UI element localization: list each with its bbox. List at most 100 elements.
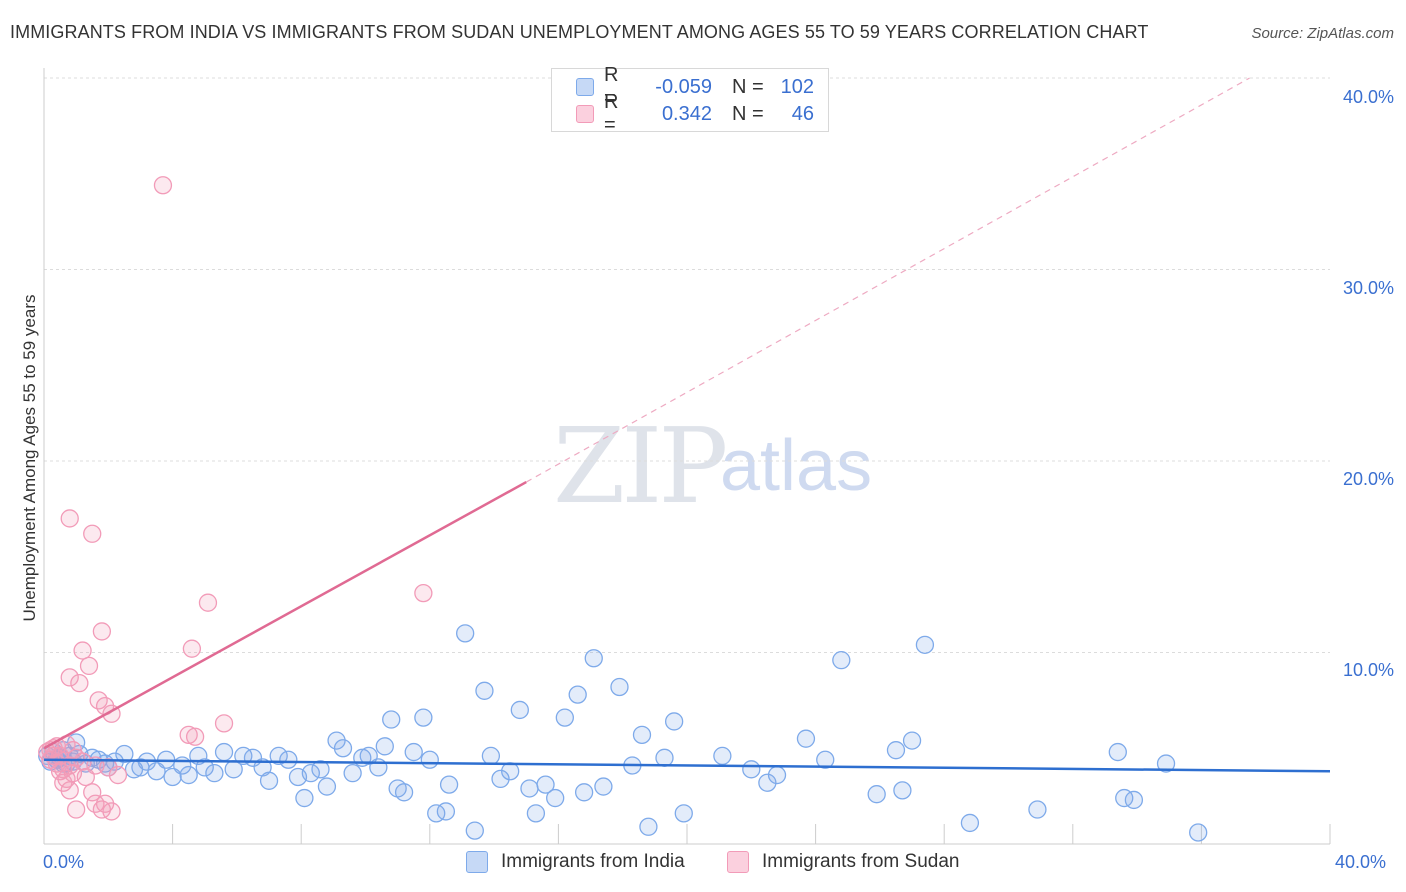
- sudan-point: [73, 641, 92, 660]
- sudan-legend-swatch-icon: [727, 851, 749, 873]
- y-tick-label-40: 40.0%: [1342, 87, 1394, 107]
- n-label: N =: [732, 75, 764, 98]
- india-point: [501, 762, 520, 781]
- india-point: [536, 775, 555, 794]
- sudan-point: [414, 583, 433, 603]
- india-point: [674, 804, 693, 823]
- stats-legend: R = -0.059 N = 102 R = 0.342 N = 46: [551, 64, 829, 136]
- sudan-point: [92, 622, 112, 641]
- india-legend-swatch-icon: [466, 851, 488, 873]
- source-label: Source: ZipAtlas.com: [1251, 25, 1394, 42]
- india-point: [655, 748, 674, 767]
- india-point: [343, 763, 362, 783]
- india-point: [414, 708, 433, 727]
- india-point: [279, 750, 298, 769]
- india-trend-line: [43, 758, 1331, 773]
- sudan-point: [70, 673, 89, 693]
- india-point: [115, 744, 134, 764]
- india-point: [610, 677, 629, 697]
- india-point: [439, 775, 459, 794]
- sudan-point: [60, 668, 79, 687]
- india-point: [465, 821, 484, 840]
- india-point: [382, 710, 401, 729]
- india-point: [520, 779, 539, 798]
- stats-legend-row-sudan: R = 0.342 N = 46: [552, 91, 814, 136]
- india-point: [526, 804, 546, 823]
- india-point: [664, 712, 684, 731]
- india-point: [960, 813, 980, 833]
- sudan-swatch-icon: [576, 105, 594, 123]
- sudan-point: [153, 176, 173, 195]
- india-point: [574, 783, 594, 802]
- india-swatch-icon: [576, 78, 594, 96]
- india-point: [546, 788, 565, 808]
- r-label: R =: [604, 91, 619, 136]
- sudan-point: [182, 639, 202, 658]
- india-point: [767, 765, 787, 785]
- india-point: [269, 746, 288, 766]
- legend-item-sudan[interactable]: Immigrants from Sudan: [727, 851, 959, 873]
- india-point: [491, 769, 510, 789]
- n-value: 102: [780, 75, 814, 98]
- india-point: [886, 741, 906, 760]
- sudan-point: [60, 509, 79, 528]
- india-point: [555, 708, 574, 727]
- india-point: [375, 737, 394, 756]
- india-point: [902, 731, 922, 750]
- india-point: [1156, 754, 1176, 773]
- india-point: [867, 785, 886, 804]
- india-point: [915, 635, 935, 654]
- sudan-trend-line: [43, 480, 527, 750]
- india-point: [311, 760, 330, 779]
- india-point: [475, 681, 494, 700]
- r-value: -0.059: [655, 75, 712, 98]
- india-point: [404, 742, 423, 762]
- india-point: [594, 777, 613, 796]
- watermark-zip: ZIP: [553, 405, 728, 527]
- india-point: [832, 651, 851, 670]
- sudan-point: [67, 800, 86, 819]
- india-point: [1108, 742, 1127, 762]
- sudan-point: [83, 524, 102, 543]
- n-label: N =: [732, 102, 764, 125]
- sudan-point: [54, 773, 73, 792]
- x-tick-label-min: 0.0%: [43, 852, 85, 872]
- sudan-point: [83, 783, 102, 802]
- watermark-atlas: atlas: [720, 426, 873, 506]
- india-point: [259, 771, 279, 790]
- stats-legend-row-india: R = -0.059 N = 102: [552, 64, 814, 109]
- sudan-point: [198, 593, 218, 612]
- r-value: 0.342: [661, 102, 712, 125]
- india-point: [758, 773, 777, 792]
- sudan-point: [214, 714, 234, 733]
- india-point: [713, 746, 732, 766]
- india-point: [1189, 823, 1208, 842]
- sudan-point: [73, 752, 92, 771]
- india-point: [456, 624, 475, 643]
- india-point: [481, 746, 501, 766]
- india-point: [510, 700, 529, 720]
- india-point: [436, 802, 456, 821]
- y-tick-label-10: 10.0%: [1342, 660, 1394, 680]
- india-point: [195, 758, 214, 777]
- legend-label-sudan: Immigrants from Sudan: [762, 851, 960, 872]
- india-point: [295, 788, 314, 808]
- india-point: [1124, 790, 1144, 810]
- india-point: [333, 739, 353, 758]
- chart-title: IMMIGRANTS FROM INDIA VS IMMIGRANTS FROM…: [10, 22, 1149, 42]
- india-point: [317, 777, 337, 796]
- sudan-point: [108, 765, 128, 785]
- india-point: [632, 725, 652, 744]
- y-axis-label: Unemployment Among Ages 55 to 59 years: [20, 294, 39, 622]
- legend-item-india[interactable]: Immigrants from India: [466, 851, 685, 873]
- india-point: [568, 685, 587, 704]
- india-point: [1028, 800, 1047, 819]
- sudan-trend-extension: [525, 77, 1250, 483]
- y-tick-label-30: 30.0%: [1342, 278, 1394, 298]
- india-point: [796, 729, 816, 748]
- x-tick-label-max: 40.0%: [1335, 852, 1387, 872]
- india-point: [742, 760, 761, 779]
- sudan-point: [102, 802, 121, 821]
- legend-label-india: Immigrants from India: [501, 851, 685, 872]
